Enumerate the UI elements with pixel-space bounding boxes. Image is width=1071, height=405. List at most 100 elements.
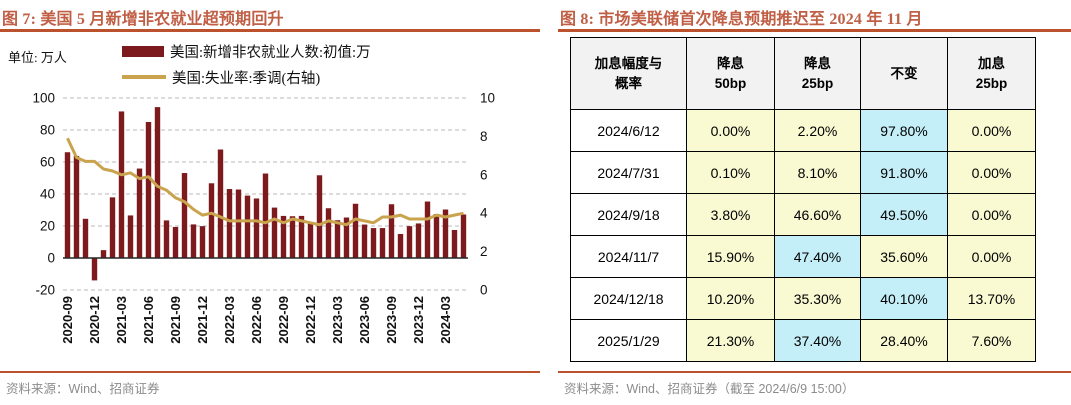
- probability-cell: 35.60%: [860, 235, 948, 278]
- payroll-bar: [64, 152, 71, 258]
- line-series-swatch: [122, 75, 166, 79]
- x-axis-tick-label: 2023-09: [384, 296, 399, 344]
- meeting-date-cell: 2024/11/7: [570, 235, 687, 278]
- legend-item-unemployment: 美国:失业率:季调(右轴): [122, 64, 371, 90]
- probability-cell: 2.20%: [774, 109, 861, 152]
- fed-table-row: 2024/6/12 0.00% 2.20% 97.80% 0.00%: [570, 109, 1036, 152]
- figure7-bottom-rule: [0, 371, 540, 373]
- right-axis-tick-label: 8: [480, 129, 488, 144]
- payroll-bar: [379, 228, 386, 258]
- left-axis-tick-label: -20: [35, 283, 55, 298]
- fed-table-row: 2025/1/29 21.30% 37.40% 28.40% 7.60%: [570, 319, 1036, 362]
- payroll-bar: [433, 214, 440, 258]
- payroll-bar: [244, 195, 251, 258]
- x-axis-tick-label: 2021-09: [168, 296, 183, 344]
- meeting-date-cell: 2024/9/18: [570, 193, 687, 236]
- x-axis-tick-label: 2021-03: [114, 296, 129, 344]
- payroll-bar: [172, 226, 179, 258]
- payroll-bar: [118, 111, 125, 258]
- probability-cell: 0.00%: [947, 151, 1036, 194]
- meeting-date-cell: 2025/1/29: [570, 319, 687, 362]
- fed-probability-table: 加息幅度与 概率 降息 50bp 降息 25bp 不变 加息 25bp 2024/6/1…: [570, 37, 1036, 362]
- left-axis-tick-label: 60: [40, 155, 55, 170]
- payroll-bar: [82, 218, 89, 258]
- payroll-bar: [307, 222, 314, 258]
- x-axis-tick-label: 2024-03: [438, 296, 453, 344]
- right-axis-tick-label: 0: [480, 283, 488, 298]
- left-axis-tick-label: 0: [47, 251, 55, 266]
- payroll-bar: [91, 258, 98, 281]
- x-axis-tick-label: 2022-03: [222, 296, 237, 344]
- payroll-bar: [460, 214, 467, 258]
- payroll-bar: [316, 175, 323, 258]
- payroll-bar: [397, 234, 404, 258]
- probability-cell: 0.00%: [686, 109, 775, 152]
- probability-cell: 7.60%: [947, 319, 1036, 362]
- payroll-bar: [163, 220, 170, 258]
- payroll-bar: [217, 149, 224, 258]
- probability-cell: 3.80%: [686, 193, 775, 236]
- probability-cell: 46.60%: [774, 193, 861, 236]
- probability-cell: 8.10%: [774, 151, 861, 194]
- probability-cell: 10.20%: [686, 277, 775, 320]
- probability-cell-max: 37.40%: [774, 319, 861, 362]
- payroll-bar: [334, 220, 341, 258]
- figure7-unit-label: 单位: 万人: [8, 50, 67, 65]
- probability-cell: 13.70%: [947, 277, 1036, 320]
- figure8-bottom-rule: [558, 371, 1071, 373]
- left-axis-tick-label: 20: [40, 219, 55, 234]
- unemployment-line: [66, 137, 464, 227]
- x-axis-tick-label: 2021-06: [141, 296, 156, 344]
- payroll-bar: [352, 203, 359, 258]
- fed-table-col-header: 降息 25bp: [774, 37, 861, 110]
- figure7-legend: 美国:新增非农就业人数:初值:万 美国:失业率:季调(右轴): [122, 38, 371, 90]
- fed-table-col-header: 加息幅度与 概率: [570, 37, 687, 110]
- right-axis-tick-label: 4: [480, 206, 488, 221]
- payroll-bar: [298, 215, 305, 258]
- payroll-bar: [442, 209, 449, 258]
- fed-table-row: 2024/7/31 0.10% 8.10% 91.80% 0.00%: [570, 151, 1036, 194]
- payroll-bar: [109, 197, 116, 258]
- x-axis-tick-label: 2021-12: [195, 296, 210, 344]
- payroll-bar: [424, 201, 431, 258]
- probability-cell: 0.00%: [947, 235, 1036, 278]
- figure8-panel: 图 8: 市场美联储首次降息预期推迟至 2024 年 11 月 加息幅度与 概率…: [558, 0, 1071, 405]
- left-axis-tick-label: 40: [40, 187, 55, 202]
- payroll-bar: [127, 215, 134, 258]
- bar-series-swatch: [122, 45, 164, 57]
- fed-table-col-header: 降息 50bp: [686, 37, 775, 110]
- probability-cell-max: 49.50%: [860, 193, 948, 236]
- payroll-bar: [145, 122, 152, 258]
- figure7-source: 资料来源：Wind、招商证券: [6, 382, 160, 396]
- payroll-bar: [361, 224, 368, 258]
- probability-cell-max: 47.40%: [774, 235, 861, 278]
- probability-cell-max: 91.80%: [860, 151, 948, 194]
- payroll-bar: [262, 173, 269, 258]
- probability-cell: 0.00%: [947, 109, 1036, 152]
- meeting-date-cell: 2024/6/12: [570, 109, 687, 152]
- legend-label-payrolls: 美国:新增非农就业人数:初值:万: [170, 44, 371, 61]
- payroll-bar: [253, 198, 260, 258]
- x-axis-tick-label: 2020-09: [60, 296, 75, 344]
- probability-cell: 28.40%: [860, 319, 948, 362]
- payroll-bar: [100, 250, 107, 258]
- legend-item-payrolls: 美国:新增非农就业人数:初值:万: [122, 38, 371, 64]
- payroll-bar: [226, 189, 233, 258]
- legend-label-unemployment: 美国:失业率:季调(右轴): [172, 70, 321, 87]
- payroll-bar: [73, 155, 80, 258]
- fed-table-col-header: 不变: [860, 37, 948, 110]
- x-axis-tick-label: 2023-06: [357, 296, 372, 344]
- probability-cell: 35.30%: [774, 277, 861, 320]
- x-axis-tick-label: 2023-03: [330, 296, 345, 344]
- probability-cell: 21.30%: [686, 319, 775, 362]
- right-axis-tick-label: 2: [480, 244, 488, 259]
- payroll-bar: [343, 217, 350, 258]
- meeting-date-cell: 2024/7/31: [570, 151, 687, 194]
- fed-table-row: 2024/9/18 3.80% 46.60% 49.50% 0.00%: [570, 193, 1036, 236]
- payroll-bar: [136, 168, 143, 258]
- payroll-bar: [208, 183, 215, 258]
- fed-table-col-header: 加息 25bp: [947, 37, 1036, 110]
- right-axis-tick-label: 6: [480, 167, 488, 182]
- payroll-bar: [325, 208, 332, 258]
- x-axis-tick-label: 2022-06: [249, 296, 264, 344]
